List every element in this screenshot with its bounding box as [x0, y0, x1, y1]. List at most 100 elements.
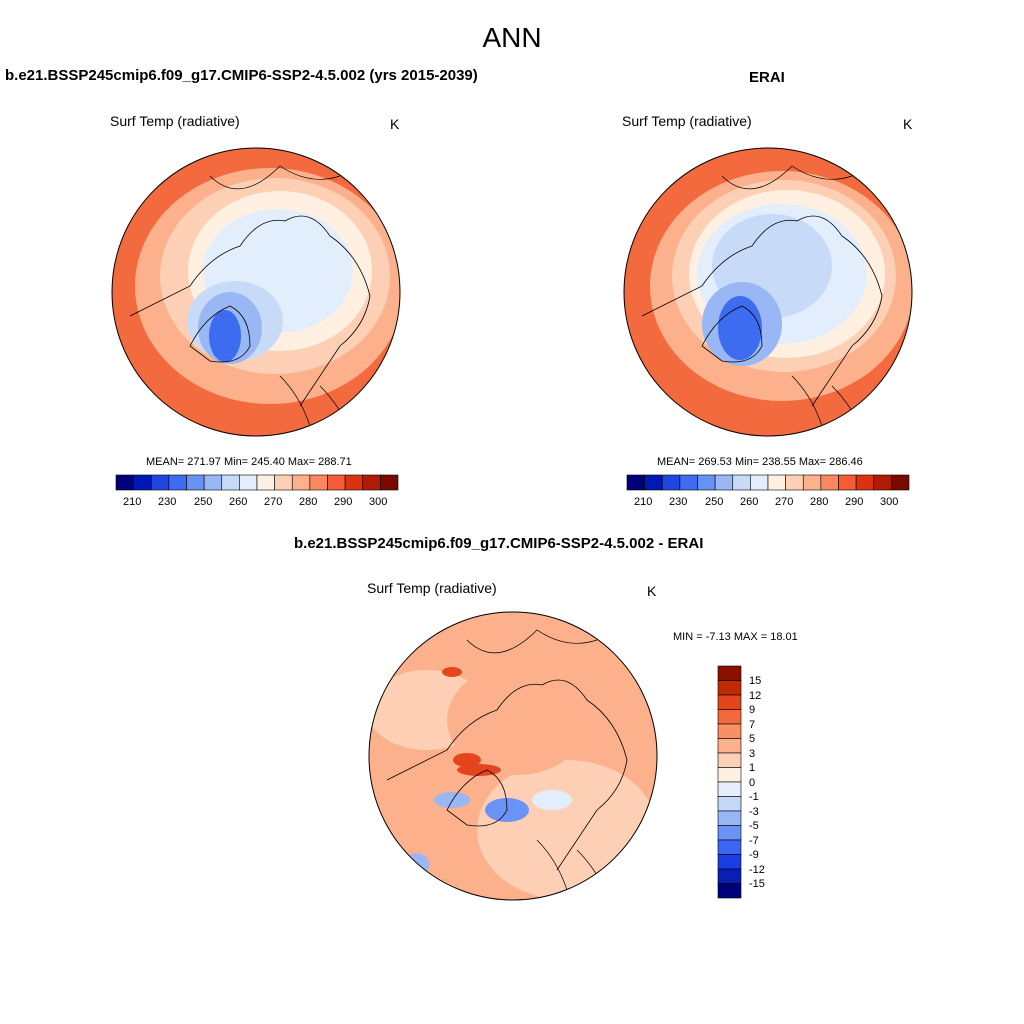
colorbar-box	[626, 474, 645, 491]
colorbar-box	[274, 474, 293, 491]
diff-tick: -7	[749, 835, 759, 847]
diff-tick: -9	[749, 849, 759, 861]
colorbar-box	[717, 868, 742, 884]
diff-panel-title: b.e21.BSSP245cmip6.f09_g17.CMIP6-SSP2-4.…	[294, 535, 704, 552]
diff-tick: -1	[749, 791, 759, 803]
colorbar-box	[239, 474, 258, 491]
diff-tick: -12	[749, 864, 765, 876]
model-colorbar-ticks: 210 230 250 260 270 280 290 300	[116, 496, 398, 510]
obs-variable-label: Surf Temp (radiative)	[622, 113, 752, 129]
diff-tick: 0	[749, 777, 756, 789]
diff-polar-map	[368, 611, 658, 901]
obs-tick: 260	[740, 496, 759, 508]
diff-colorbar-ticks: 15 12 9 7 5 3 1 0 -1 -3 -5 -7 -9 -12 -15	[749, 672, 789, 902]
colorbar-box	[717, 709, 742, 725]
model-tick: 270	[264, 496, 283, 508]
diff-tick: 9	[749, 704, 756, 716]
model-stats: MEAN= 271.97 Min= 245.40 Max= 288.71	[146, 456, 352, 468]
model-tick: 290	[334, 496, 353, 508]
colorbar-box	[291, 474, 311, 491]
colorbar-box	[344, 474, 364, 491]
model-tick: 210	[123, 496, 142, 508]
diff-tick: 3	[749, 748, 756, 760]
colorbar-box	[838, 474, 857, 491]
colorbar-box	[750, 474, 769, 491]
colorbar-box	[717, 738, 742, 754]
colorbar-box	[644, 474, 663, 491]
colorbar-box	[221, 474, 240, 491]
diff-tick: 12	[749, 690, 762, 702]
colorbar-box	[150, 474, 170, 491]
colorbar-box	[380, 474, 399, 491]
obs-panel-title: ERAI	[749, 69, 785, 86]
obs-tick: 290	[845, 496, 864, 508]
colorbar-box	[873, 474, 892, 491]
diff-tick: 1	[749, 762, 756, 774]
colorbar-box	[679, 474, 698, 491]
colorbar-box	[717, 767, 742, 783]
model-units-label: K	[390, 116, 400, 132]
diff-tick: 15	[749, 675, 762, 687]
colorbar-box	[717, 723, 742, 739]
diff-tick: 7	[749, 719, 756, 731]
obs-stats: MEAN= 269.53 Min= 238.55 Max= 286.46	[657, 456, 863, 468]
model-tick: 260	[229, 496, 248, 508]
colorbar-box	[717, 752, 742, 768]
obs-colorbar	[626, 474, 910, 491]
colorbar-box	[785, 474, 804, 491]
colorbar-box	[717, 781, 742, 797]
colorbar-box	[717, 825, 742, 841]
obs-units-label: K	[903, 116, 913, 132]
diff-units-label: K	[647, 583, 657, 599]
diff-colorbar	[717, 665, 742, 899]
colorbar-box	[717, 810, 742, 826]
model-colorbar	[115, 474, 399, 491]
colorbar-box	[717, 839, 742, 855]
diff-stats: MIN = -7.13 MAX = 18.01	[673, 631, 798, 643]
diff-tick: -3	[749, 806, 759, 818]
colorbar-box	[186, 474, 205, 491]
obs-tick: 300	[880, 496, 899, 508]
model-tick: 300	[369, 496, 388, 508]
colorbar-box	[802, 474, 822, 491]
obs-tick: 210	[634, 496, 653, 508]
colorbar-box	[767, 474, 786, 491]
diff-tick: -15	[749, 878, 765, 890]
colorbar-box	[661, 474, 681, 491]
figure-title: ANN	[482, 22, 542, 53]
colorbar-box	[256, 474, 275, 491]
colorbar-box	[717, 883, 742, 899]
diff-tick: -5	[749, 820, 759, 832]
obs-tick: 250	[705, 496, 724, 508]
colorbar-box	[717, 694, 742, 710]
colorbar-box	[717, 796, 742, 812]
model-tick: 280	[299, 496, 318, 508]
colorbar-box	[717, 854, 742, 870]
colorbar-box	[168, 474, 187, 491]
diff-tick: 5	[749, 733, 756, 745]
obs-tick: 270	[775, 496, 794, 508]
model-panel-title: b.e21.BSSP245cmip6.f09_g17.CMIP6-SSP2-4.…	[5, 67, 478, 84]
colorbar-box	[697, 474, 716, 491]
colorbar-box	[203, 474, 223, 491]
obs-colorbar-ticks: 210 230 250 260 270 280 290 300	[627, 496, 909, 510]
colorbar-box	[855, 474, 875, 491]
colorbar-box	[309, 474, 328, 491]
colorbar-box	[717, 680, 742, 696]
diff-variable-label: Surf Temp (radiative)	[367, 580, 497, 596]
model-tick: 230	[158, 496, 177, 508]
model-tick: 250	[194, 496, 213, 508]
model-polar-map	[111, 147, 401, 437]
model-variable-label: Surf Temp (radiative)	[110, 113, 240, 129]
obs-tick: 230	[669, 496, 688, 508]
obs-tick: 280	[810, 496, 829, 508]
colorbar-box	[714, 474, 734, 491]
colorbar-box	[891, 474, 910, 491]
colorbar-box	[327, 474, 346, 491]
obs-polar-map	[623, 147, 913, 437]
colorbar-box	[362, 474, 381, 491]
colorbar-box	[732, 474, 751, 491]
colorbar-box	[717, 665, 742, 681]
colorbar-box	[115, 474, 134, 491]
colorbar-box	[820, 474, 839, 491]
